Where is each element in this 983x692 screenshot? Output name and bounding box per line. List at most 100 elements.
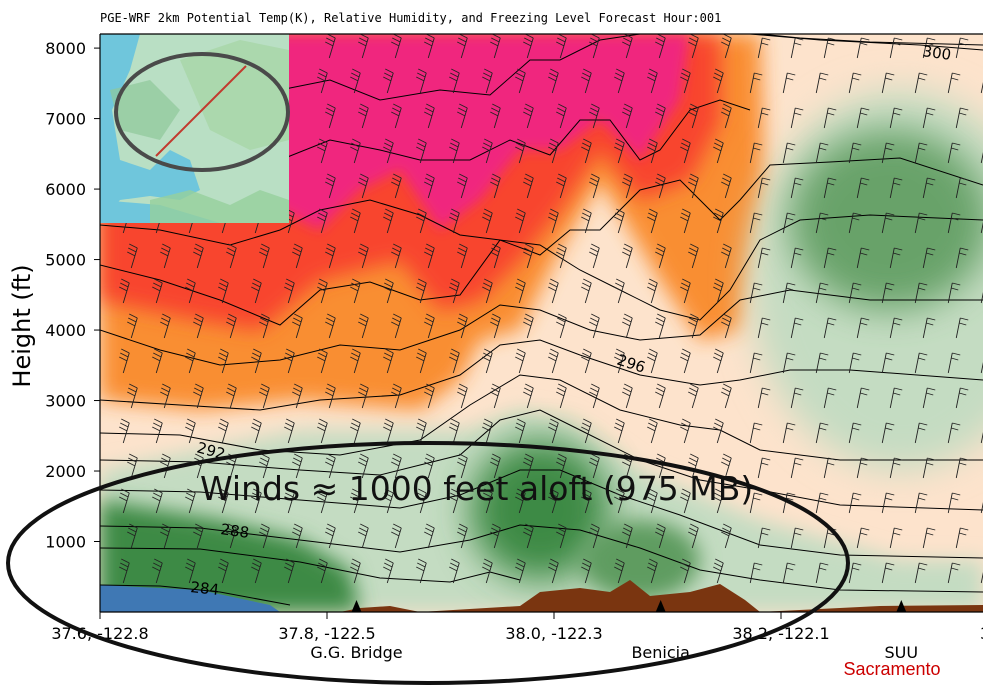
wind-barb [292,453,303,479]
wind-barb [523,103,534,129]
wind-barb [782,142,796,164]
wind-barb [749,422,763,444]
wind-barb [688,523,699,549]
wind-barb [757,527,771,549]
wind-barb [757,37,771,59]
wind-barb [548,68,559,94]
station-marker [896,600,907,612]
wind-barb [350,488,361,514]
wind-barb [391,173,402,199]
wind-barb [647,488,658,514]
wind-barb [391,453,402,479]
wind-barb [490,173,501,199]
wind-barb [490,383,501,409]
wind-barb [790,457,804,479]
wind-barb [980,501,983,514]
wind-barb [680,68,691,94]
wind-barb [482,348,493,374]
wind-barb [889,527,903,549]
wind-barb [490,313,501,339]
wind-barb [947,212,961,234]
wind-barb [823,107,837,129]
wind-barb [350,558,361,584]
cross-section-line [155,65,247,157]
wind-barb [119,418,130,444]
wind-barb [749,352,763,374]
wind-barb [548,278,559,304]
wind-barb [749,142,763,164]
wind-barb [947,142,961,164]
wind-barb [947,352,961,374]
wind-barb [259,243,270,269]
wind-barb [614,278,625,304]
wind-barb [482,138,493,164]
wind-barb [889,107,903,129]
wind-barb [358,313,369,339]
wind-barb [193,243,204,269]
wind-barb [622,243,633,269]
wind-barb [482,558,493,584]
wind-barb [947,422,961,444]
wind-barb [317,68,328,94]
wind-barb [680,208,691,234]
blue-region [100,585,280,612]
wind-barb [581,348,592,374]
wind-barb [350,68,361,94]
wind-barb [457,173,468,199]
wind-barb [152,558,163,584]
wind-barb [881,212,895,234]
wind-barb [317,348,328,374]
station-label: SUU [885,643,919,662]
wind-barb [127,313,138,339]
wind-barb [416,208,427,234]
wind-barb [523,34,534,59]
wind-barb [955,107,969,129]
wind-barb [325,34,336,59]
bay-water [100,34,200,223]
wind-barb [317,138,328,164]
wind-barb [556,313,567,339]
wind-barb [947,562,961,584]
wind-barb [889,387,903,409]
wind-barb [251,348,262,374]
wind-barb [127,383,138,409]
wind-barb [482,418,493,444]
chart-title: PGE-WRF 2km Potential Temp(K), Relative … [100,11,721,25]
wind-barb [127,453,138,479]
wind-barb [226,243,237,269]
y-tick-label: 4000 [45,321,86,340]
wind-barb [218,558,229,584]
wind-barb [922,37,936,59]
wind-barb [823,317,837,339]
wind-barb [490,34,501,59]
wind-barb [325,103,336,129]
wind-barb [815,72,829,94]
wind-barb [790,387,804,409]
wind-barb [680,138,691,164]
wind-barb [815,492,829,514]
contour-line [100,469,983,559]
wind-barb [815,142,829,164]
wind-barb [980,151,983,164]
wind-barb [523,243,534,269]
wind-barb [523,313,534,339]
wind-barb [152,488,163,514]
wind-barb [647,278,658,304]
wind-barb [881,492,895,514]
wind-barb [424,523,435,549]
wind-barb [119,558,130,584]
wind-barb [889,457,903,479]
wind-barb [449,138,460,164]
wind-barb [947,282,961,304]
contour-line [100,584,291,606]
wind-barb [647,558,658,584]
wind-barb [680,488,691,514]
wind-barb [856,527,870,549]
wind-barb [152,278,163,304]
wind-barb [914,562,928,584]
wind-barb [424,243,435,269]
wind-barb [391,34,402,59]
wind-barb [622,34,633,59]
wind-barb [218,488,229,514]
wind-barb [782,352,796,374]
